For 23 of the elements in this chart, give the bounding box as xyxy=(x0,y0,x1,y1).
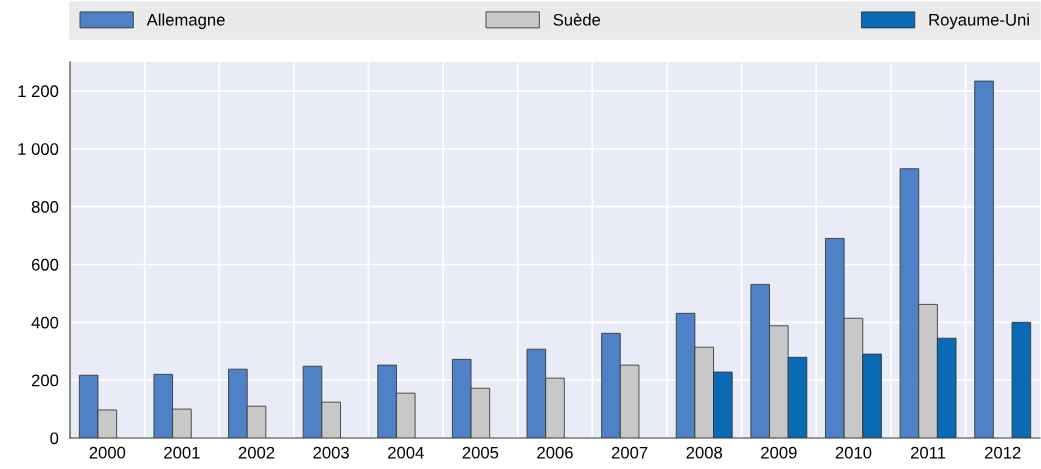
y-tick-label: 0 xyxy=(50,432,59,445)
x-tick-label: 2002 xyxy=(238,446,275,459)
x-tick-label: 2011 xyxy=(910,446,946,459)
y-tick-label: 800 xyxy=(31,201,59,213)
x-tick-label: 2001 xyxy=(164,446,200,459)
legend-label: Allemagne xyxy=(146,13,225,29)
x-tick-label: 2006 xyxy=(537,446,573,459)
legend-label: Suède xyxy=(553,13,601,26)
y-tick-label: 1 200 xyxy=(18,85,59,98)
y-tick-label: 200 xyxy=(31,374,59,387)
x-tick-label: 2005 xyxy=(462,446,499,459)
y-tick-label: 600 xyxy=(31,258,59,271)
x-tick-label: 2010 xyxy=(835,446,872,459)
y-tick-label: 1 000 xyxy=(18,143,59,155)
x-tick-label: 2009 xyxy=(761,446,797,459)
legend-label: Royaume-Uni xyxy=(929,13,1029,29)
x-tick-label: 2003 xyxy=(313,446,349,459)
x-tick-label: 2008 xyxy=(686,446,723,459)
x-tick-label: 2012 xyxy=(984,446,1021,459)
y-tick-label: 400 xyxy=(31,316,59,329)
x-tick-label: 2000 xyxy=(89,446,126,459)
x-tick-label: 2004 xyxy=(388,446,424,459)
x-tick-label: 2007 xyxy=(611,446,648,459)
